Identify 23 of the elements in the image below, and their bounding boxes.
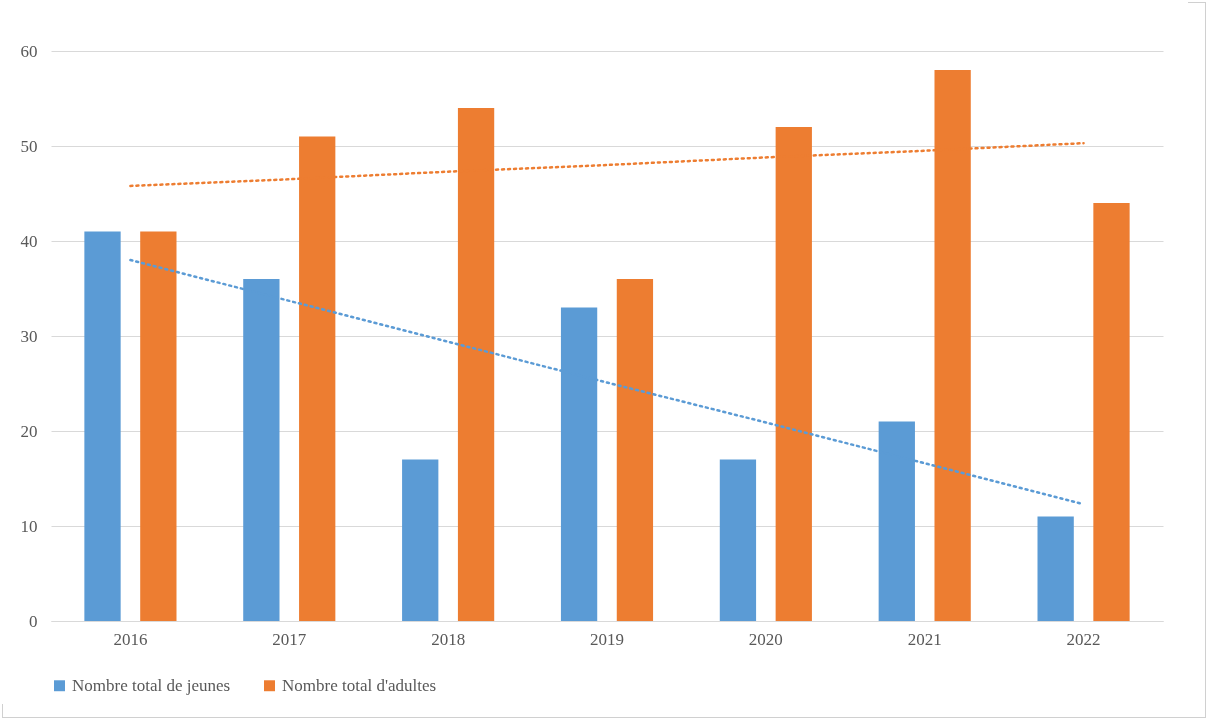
y-tick-label: 60 bbox=[20, 41, 38, 61]
bar bbox=[719, 459, 757, 621]
x-tick-label: 2019 bbox=[590, 629, 624, 649]
bar bbox=[140, 231, 177, 621]
x-tick-label: 2017 bbox=[272, 629, 307, 649]
x-tick-label: 2018 bbox=[431, 629, 466, 649]
bar bbox=[84, 231, 121, 621]
y-tick-label: 10 bbox=[20, 516, 38, 536]
bar bbox=[1037, 516, 1074, 621]
y-tick-label: 30 bbox=[20, 326, 38, 346]
bar bbox=[402, 459, 439, 621]
x-tick-label: 2021 bbox=[907, 629, 942, 649]
x-tick-label: 2016 bbox=[113, 629, 148, 649]
x-tick-label: 2022 bbox=[1066, 629, 1101, 649]
x-tick-label: 2020 bbox=[748, 629, 783, 649]
bar bbox=[1093, 203, 1130, 621]
bar bbox=[616, 279, 654, 621]
y-tick-label: 40 bbox=[20, 231, 38, 251]
y-tick-label: 50 bbox=[20, 136, 38, 156]
legend-label: Nombre total d'adultes bbox=[282, 675, 437, 695]
y-tick-label: 20 bbox=[20, 421, 38, 441]
y-tick-label: 0 bbox=[29, 611, 38, 631]
legend-label: Nombre total de jeunes bbox=[72, 675, 231, 695]
